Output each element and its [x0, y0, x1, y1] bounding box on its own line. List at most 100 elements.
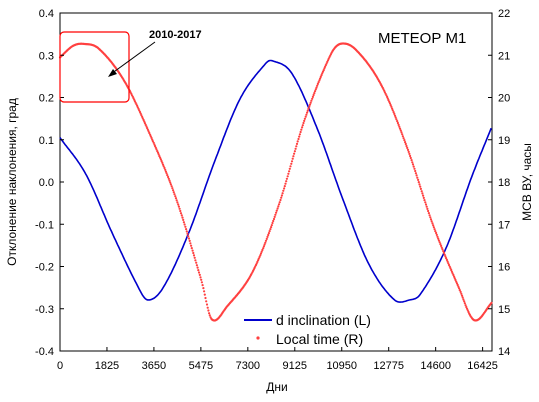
x-tick-label: 0	[57, 360, 63, 372]
local-time-point	[183, 223, 186, 226]
local-time-point	[416, 176, 419, 179]
local-time-point	[184, 225, 187, 228]
local-time-point	[458, 289, 461, 292]
local-time-point	[424, 203, 428, 206]
local-time-point	[404, 141, 407, 144]
x-tick-label: 9125	[283, 360, 307, 372]
local-time-point	[199, 276, 202, 279]
local-time-point	[456, 283, 459, 287]
local-time-point	[429, 216, 432, 219]
local-time-point	[187, 237, 191, 240]
local-time-point	[437, 237, 440, 240]
local-time-point	[164, 170, 167, 173]
local-time-point	[299, 130, 302, 134]
local-time-point	[179, 209, 182, 213]
local-time-point	[441, 248, 444, 251]
local-time-point	[319, 77, 322, 80]
local-time-point	[310, 99, 313, 102]
local-time-point	[453, 275, 456, 278]
y-right-tick-label: 22	[498, 8, 510, 20]
local-time-point	[286, 175, 289, 178]
local-time-point	[256, 260, 259, 263]
local-time-point	[426, 207, 429, 210]
local-time-point	[146, 127, 149, 130]
local-time-point	[190, 247, 193, 250]
local-time-point	[436, 235, 439, 238]
local-time-point	[298, 135, 301, 138]
local-time-point	[203, 293, 206, 296]
local-time-point	[388, 102, 392, 105]
local-time-point	[430, 220, 433, 223]
local-time-point	[167, 177, 170, 180]
local-time-point	[198, 273, 201, 276]
local-time-point	[257, 257, 260, 260]
local-time-point	[422, 196, 425, 199]
local-time-point	[460, 292, 463, 295]
local-time-point	[284, 182, 287, 185]
local-time-point	[437, 239, 440, 242]
local-time-point	[440, 246, 443, 249]
local-time-point	[265, 237, 268, 240]
local-time-point	[321, 72, 324, 75]
y-left-tick-label: 0.4	[39, 8, 54, 20]
series-local-time-points	[58, 42, 493, 322]
local-time-point	[189, 242, 192, 245]
local-time-point	[394, 116, 397, 119]
local-time-point	[307, 107, 310, 110]
local-time-point	[401, 135, 404, 138]
local-time-point	[393, 112, 396, 115]
local-time-point	[399, 129, 402, 132]
local-time-point	[192, 254, 196, 257]
local-time-point	[414, 169, 417, 173]
local-time-point	[450, 270, 453, 273]
local-time-point	[308, 105, 311, 108]
local-time-point	[202, 287, 205, 290]
local-time-point	[264, 241, 267, 244]
local-time-point	[195, 264, 198, 267]
local-time-point	[401, 133, 404, 136]
local-time-point	[450, 268, 453, 272]
local-time-point	[283, 187, 286, 190]
local-time-point	[275, 209, 278, 212]
local-time-point	[174, 195, 177, 198]
local-time-point	[425, 205, 428, 208]
local-time-point	[438, 241, 441, 244]
local-time-point	[311, 95, 314, 98]
local-time-point	[311, 97, 314, 100]
local-time-point	[390, 105, 393, 108]
local-time-point	[465, 305, 468, 309]
local-time-point	[181, 216, 184, 219]
local-time-point	[446, 260, 449, 263]
local-time-point	[161, 161, 164, 164]
local-time-point	[463, 300, 466, 303]
local-time-point	[192, 251, 195, 255]
local-time-point	[292, 155, 295, 158]
local-time-point	[165, 172, 168, 175]
local-time-point	[205, 300, 208, 303]
y-right-axis-title: МСВ ВУ, часы	[520, 143, 534, 221]
local-time-point	[156, 151, 160, 154]
local-time-point	[288, 167, 291, 170]
local-time-point	[164, 168, 167, 171]
local-time-point	[159, 158, 162, 161]
local-time-point	[200, 281, 203, 284]
y-left-tick-label: -0.3	[35, 304, 54, 316]
local-time-point	[182, 218, 185, 221]
local-time-point	[259, 254, 262, 257]
local-time-point	[267, 233, 270, 237]
local-time-point	[154, 145, 157, 148]
local-time-point	[306, 109, 309, 112]
local-time-point	[171, 187, 174, 190]
local-time-point	[455, 280, 458, 283]
y-right-tick-label: 15	[498, 304, 510, 316]
local-time-point	[259, 252, 263, 255]
local-time-point	[272, 217, 276, 221]
local-time-point	[460, 294, 464, 297]
local-time-point	[278, 201, 281, 204]
local-time-point	[208, 314, 211, 317]
local-time-point	[396, 120, 399, 123]
local-time-point	[315, 86, 318, 89]
y-right-tick-label: 20	[498, 93, 510, 105]
local-time-point	[392, 111, 395, 114]
local-time-point	[402, 137, 405, 140]
